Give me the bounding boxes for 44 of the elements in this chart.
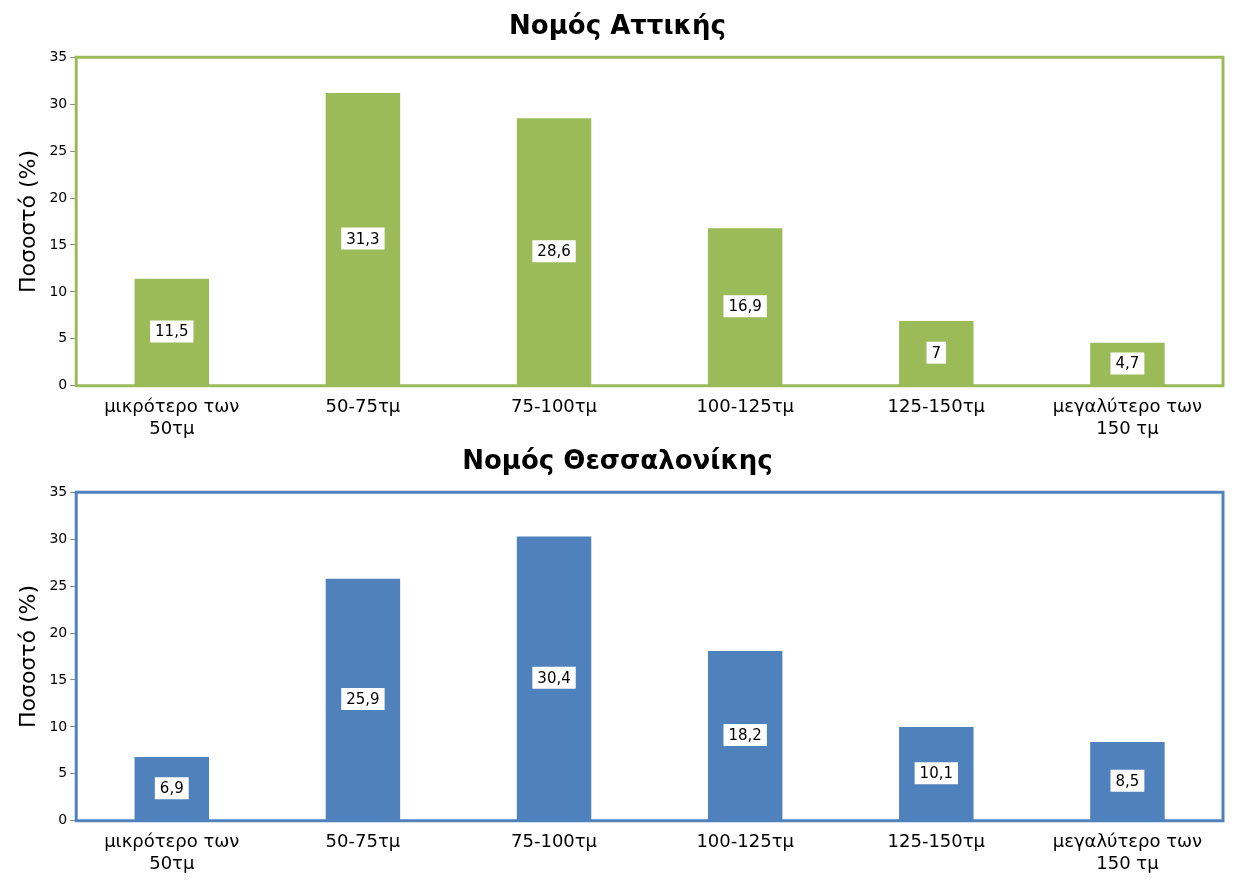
x-tick-label: 50-75τμ bbox=[325, 830, 401, 852]
y-tick-label: 25 bbox=[49, 141, 68, 158]
y-tick-label: 15 bbox=[49, 235, 68, 252]
x-tick-label: 125-150τμ bbox=[887, 830, 986, 852]
data-label: 10,1 bbox=[919, 764, 954, 783]
x-tick-label: μικρότερο των 50τμ bbox=[104, 830, 240, 873]
y-tick-label: 20 bbox=[49, 623, 68, 640]
data-label: 31,3 bbox=[346, 229, 380, 248]
data-label: 7 bbox=[931, 343, 942, 362]
data-label: 28,6 bbox=[537, 242, 571, 261]
data-label: 18,2 bbox=[728, 726, 762, 744]
y-axis-title: Ποσοστό (%) bbox=[14, 149, 40, 294]
x-tick-label: 75-100τμ bbox=[511, 830, 598, 852]
y-tick-label: 25 bbox=[49, 576, 68, 593]
data-label: 4,7 bbox=[1115, 354, 1140, 373]
y-tick-label: 5 bbox=[58, 764, 68, 781]
y-tick-label: 0 bbox=[58, 376, 68, 393]
data-label: 8,5 bbox=[1115, 771, 1140, 790]
x-tick-label: 50-75τμ bbox=[325, 395, 401, 417]
data-label: 30,4 bbox=[537, 668, 571, 687]
data-label: 16,9 bbox=[728, 297, 762, 316]
x-tick-label: 100-125τμ bbox=[696, 830, 795, 852]
chart-title: Νομός Θεσσαλονίκης bbox=[462, 445, 773, 476]
y-tick-label: 30 bbox=[49, 529, 68, 546]
x-tick-label: 125-150τμ bbox=[887, 395, 986, 417]
data-label: 6,9 bbox=[159, 779, 184, 798]
data-label: 25,9 bbox=[346, 689, 380, 708]
y-tick-label: 10 bbox=[49, 282, 68, 299]
data-label: 11,5 bbox=[155, 322, 189, 341]
y-tick-label: 0 bbox=[58, 811, 68, 828]
x-tick-label: μεγαλύτερο των 150 τμ bbox=[1052, 395, 1203, 438]
y-tick-label: 35 bbox=[49, 482, 68, 499]
chart-title: Νομός Αττικής bbox=[509, 10, 726, 41]
y-tick-label: 30 bbox=[49, 94, 68, 111]
y-tick-label: 20 bbox=[49, 188, 68, 205]
x-tick-label: 100-125τμ bbox=[696, 395, 795, 417]
y-tick-label: 15 bbox=[49, 670, 68, 687]
y-tick-label: 35 bbox=[49, 47, 68, 64]
x-tick-label: μεγαλύτερο των 150 τμ bbox=[1052, 830, 1203, 873]
y-axis-title: Ποσοστό (%) bbox=[14, 584, 40, 729]
x-tick-label: 75-100τμ bbox=[511, 395, 598, 417]
x-tick-label: μικρότερο των 50τμ bbox=[104, 395, 240, 438]
y-tick-label: 10 bbox=[49, 717, 68, 734]
y-tick-label: 5 bbox=[58, 329, 68, 346]
